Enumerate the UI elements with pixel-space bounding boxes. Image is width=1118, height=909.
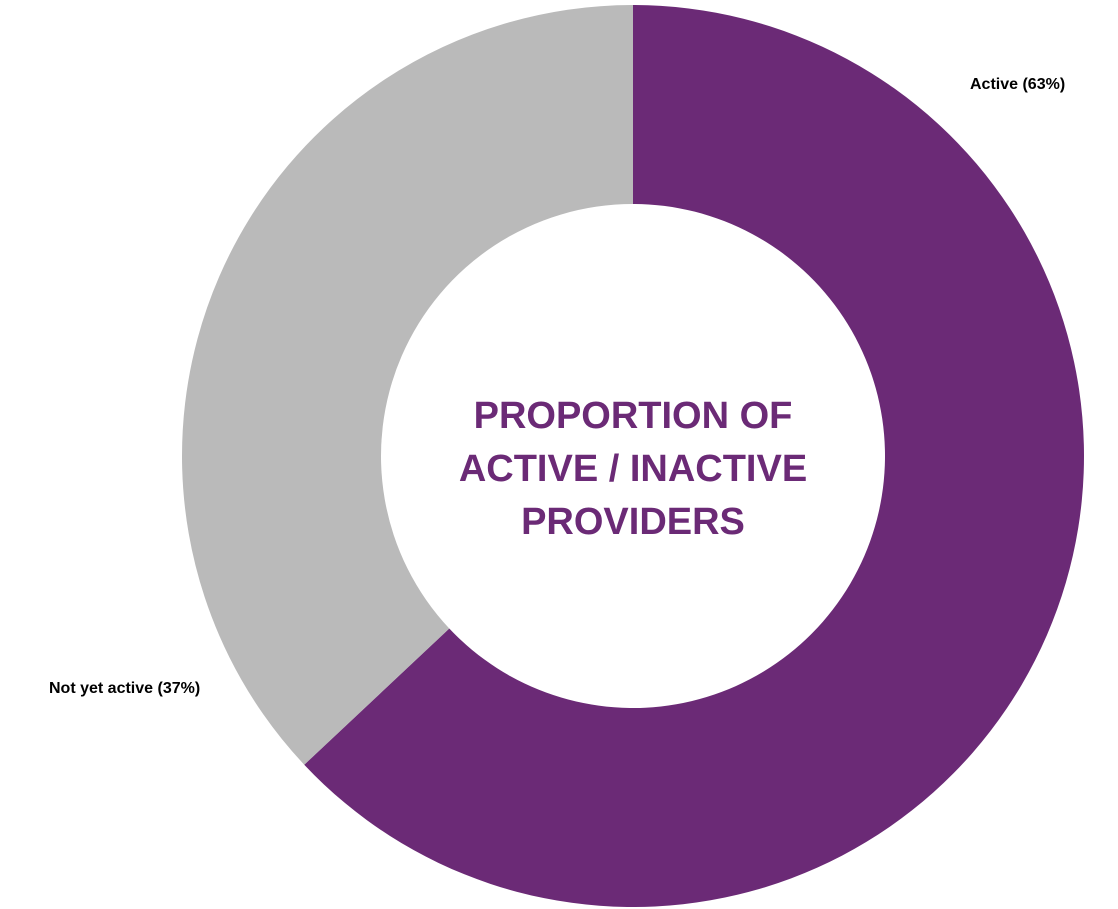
chart-title-line-2: ACTIVE / INACTIVE <box>458 448 808 490</box>
chart-title-line-1: PROPORTION OF <box>473 395 793 437</box>
chart-title: PROPORTION OF ACTIVE / INACTIVE PROVIDER… <box>383 390 883 549</box>
donut-slice-0 <box>304 5 1084 907</box>
donut-slices <box>181 5 1084 907</box>
donut-slice-1 <box>181 5 633 765</box>
slice-label-active: Active (63%) <box>970 76 1066 93</box>
chart-title-line-3: PROVIDERS <box>521 501 745 543</box>
slice-label-not-yet-active: Not yet active (37%) <box>49 680 201 697</box>
